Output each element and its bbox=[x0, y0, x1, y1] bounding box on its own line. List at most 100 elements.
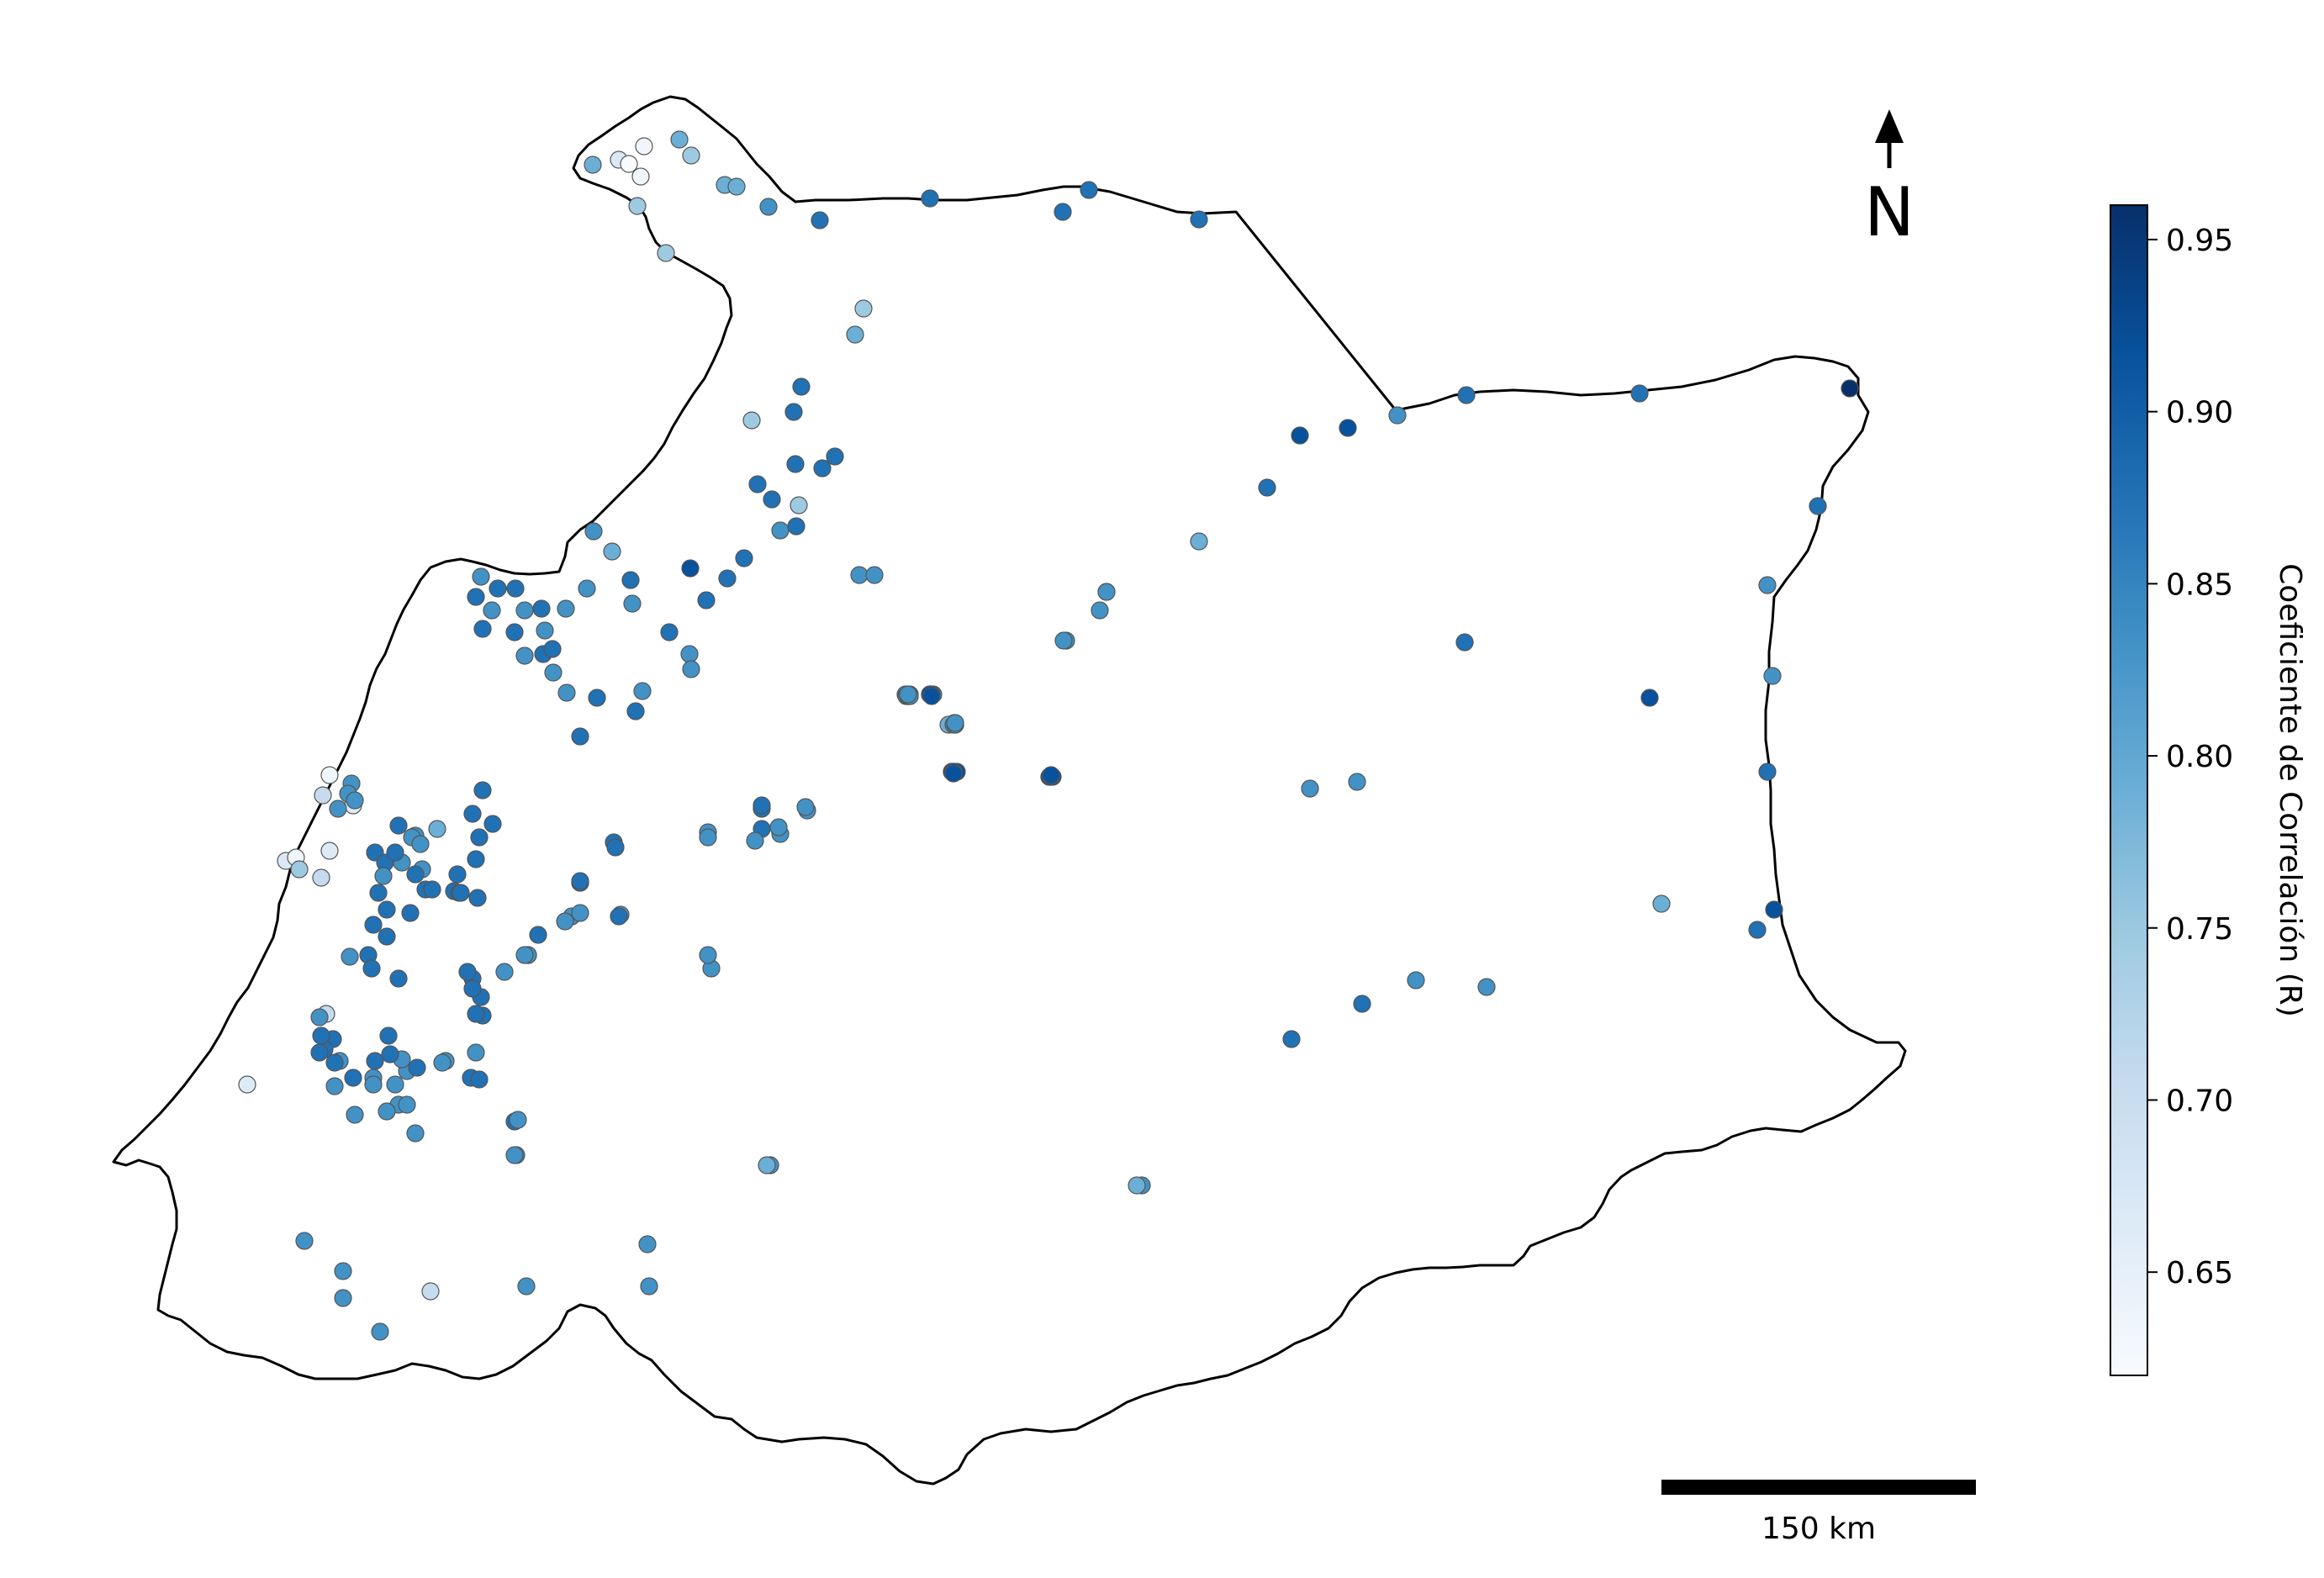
station-marker[interactable] bbox=[865, 566, 884, 584]
station-marker[interactable] bbox=[1080, 181, 1098, 199]
station-marker[interactable] bbox=[458, 963, 477, 981]
station-marker[interactable] bbox=[489, 579, 507, 598]
station-marker[interactable] bbox=[398, 1095, 416, 1114]
station-marker[interactable] bbox=[681, 559, 700, 578]
station-marker[interactable] bbox=[922, 687, 941, 705]
station-marker[interactable] bbox=[389, 816, 408, 835]
station-marker[interactable] bbox=[763, 490, 781, 509]
station-marker[interactable] bbox=[483, 601, 501, 620]
station-marker[interactable] bbox=[571, 727, 589, 746]
station-marker[interactable] bbox=[371, 1322, 389, 1341]
station-marker[interactable] bbox=[364, 916, 383, 934]
station-marker[interactable] bbox=[467, 1005, 485, 1023]
station-marker[interactable] bbox=[557, 599, 575, 618]
station-marker[interactable] bbox=[529, 926, 547, 944]
station-marker[interactable] bbox=[1765, 900, 1783, 919]
station-marker[interactable] bbox=[1640, 689, 1659, 707]
station-marker[interactable] bbox=[626, 702, 645, 720]
station-marker[interactable] bbox=[433, 1053, 452, 1072]
station-marker[interactable] bbox=[452, 884, 470, 902]
station-marker[interactable] bbox=[640, 1277, 658, 1296]
station-marker[interactable] bbox=[344, 1069, 362, 1087]
station-marker[interactable] bbox=[312, 1026, 330, 1045]
station-marker[interactable] bbox=[506, 579, 525, 598]
station-marker[interactable] bbox=[628, 197, 647, 215]
station-marker[interactable] bbox=[584, 522, 603, 541]
station-marker[interactable] bbox=[657, 244, 675, 262]
station-marker[interactable] bbox=[406, 1124, 425, 1143]
station-marker[interactable] bbox=[470, 828, 489, 847]
station-marker[interactable] bbox=[515, 601, 534, 620]
station-marker[interactable] bbox=[1477, 978, 1496, 996]
station-marker[interactable] bbox=[1758, 576, 1777, 594]
station-marker[interactable] bbox=[786, 455, 805, 473]
station-marker[interactable] bbox=[389, 969, 408, 988]
station-marker[interactable] bbox=[325, 1077, 344, 1095]
station-marker[interactable] bbox=[699, 828, 717, 847]
station-marker[interactable] bbox=[758, 1156, 776, 1174]
station-marker[interactable] bbox=[483, 815, 502, 833]
station-marker[interactable] bbox=[379, 1026, 398, 1045]
station-marker[interactable] bbox=[1748, 921, 1767, 939]
station-marker[interactable] bbox=[1841, 379, 1859, 398]
station-marker[interactable] bbox=[366, 1052, 384, 1070]
station-marker[interactable] bbox=[944, 764, 963, 783]
station-marker[interactable] bbox=[470, 1070, 489, 1089]
station-marker[interactable] bbox=[638, 1235, 657, 1253]
station-marker[interactable] bbox=[467, 850, 485, 868]
station-marker[interactable] bbox=[334, 1289, 352, 1307]
station-marker[interactable] bbox=[578, 579, 596, 598]
station-marker[interactable] bbox=[1455, 633, 1474, 652]
station-marker[interactable] bbox=[606, 838, 625, 857]
station-marker[interactable] bbox=[346, 1106, 364, 1124]
station-marker[interactable] bbox=[421, 1282, 440, 1301]
station-marker[interactable] bbox=[505, 623, 524, 641]
station-marker[interactable] bbox=[899, 685, 917, 704]
station-marker[interactable] bbox=[1054, 631, 1073, 650]
station-marker[interactable] bbox=[748, 475, 767, 493]
station-marker[interactable] bbox=[325, 1053, 344, 1072]
station-marker[interactable] bbox=[1282, 1030, 1301, 1048]
station-marker[interactable] bbox=[472, 567, 490, 586]
station-marker[interactable] bbox=[556, 912, 574, 931]
station-marker[interactable] bbox=[571, 904, 589, 922]
station-marker[interactable] bbox=[544, 663, 563, 682]
station-marker[interactable] bbox=[536, 621, 554, 640]
station-marker[interactable] bbox=[771, 521, 790, 540]
station-marker[interactable] bbox=[610, 907, 628, 926]
station-marker[interactable] bbox=[1097, 583, 1116, 601]
station-marker[interactable] bbox=[1258, 478, 1276, 497]
station-marker[interactable] bbox=[378, 927, 396, 946]
station-marker[interactable] bbox=[796, 798, 815, 816]
station-marker[interactable] bbox=[1291, 426, 1309, 445]
station-marker[interactable] bbox=[290, 860, 309, 879]
station-marker[interactable] bbox=[386, 843, 404, 862]
station-marker[interactable] bbox=[346, 791, 364, 810]
station-marker[interactable] bbox=[468, 889, 487, 907]
station-marker[interactable] bbox=[588, 689, 606, 707]
station-marker[interactable] bbox=[295, 1232, 314, 1250]
station-marker[interactable] bbox=[682, 146, 700, 165]
station-marker[interactable] bbox=[505, 1146, 524, 1164]
station-marker[interactable] bbox=[735, 549, 753, 567]
station-marker[interactable] bbox=[1457, 386, 1476, 404]
station-marker[interactable] bbox=[813, 459, 832, 478]
station-marker[interactable] bbox=[320, 842, 339, 860]
station-marker[interactable] bbox=[826, 447, 844, 466]
station-marker[interactable] bbox=[1763, 667, 1782, 685]
station-marker[interactable] bbox=[660, 623, 679, 641]
station-marker[interactable] bbox=[680, 645, 699, 663]
station-marker[interactable] bbox=[790, 496, 808, 515]
station-marker[interactable] bbox=[623, 594, 642, 613]
station-marker[interactable] bbox=[769, 818, 788, 836]
station-marker[interactable] bbox=[1407, 971, 1425, 990]
station-marker[interactable] bbox=[854, 299, 873, 318]
station-marker[interactable] bbox=[1348, 773, 1366, 791]
station-marker[interactable] bbox=[1301, 779, 1319, 798]
station-marker[interactable] bbox=[312, 868, 330, 887]
station-marker[interactable] bbox=[635, 137, 653, 156]
station-marker[interactable] bbox=[467, 1043, 485, 1062]
station-marker[interactable] bbox=[374, 867, 393, 885]
station-marker[interactable] bbox=[473, 781, 492, 800]
station-marker[interactable] bbox=[718, 569, 737, 588]
